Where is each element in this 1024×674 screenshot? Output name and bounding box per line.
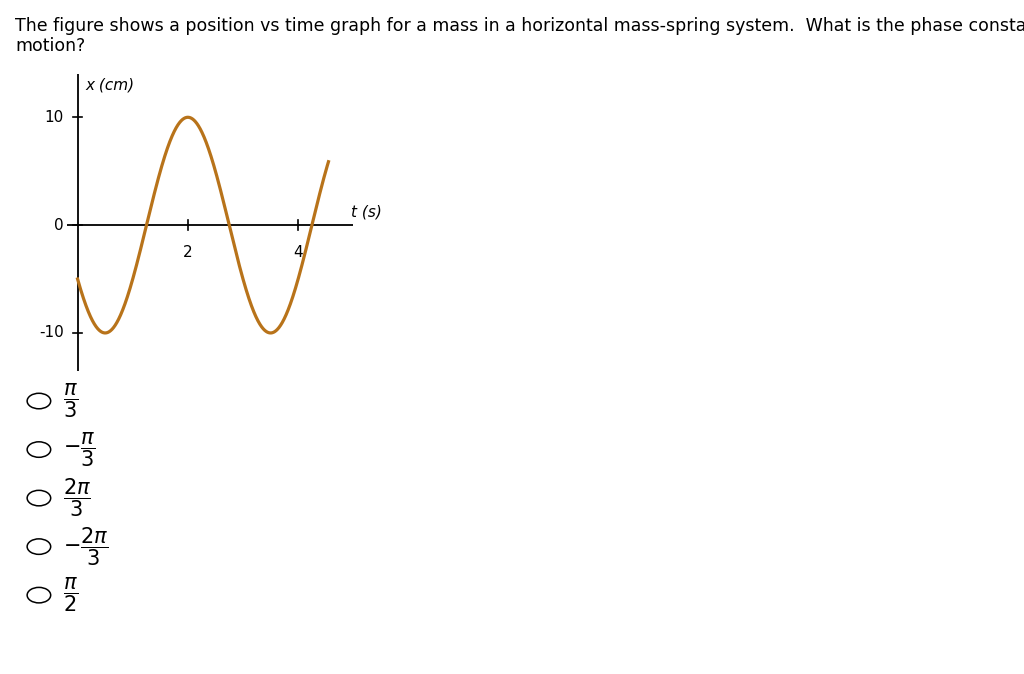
Text: $\dfrac{\pi}{2}$: $\dfrac{\pi}{2}$ bbox=[63, 576, 79, 615]
Text: x (cm): x (cm) bbox=[86, 78, 135, 92]
Text: The figure shows a position vs time graph for a mass in a horizontal mass-spring: The figure shows a position vs time grap… bbox=[15, 17, 1024, 35]
Text: $\dfrac{\pi}{3}$: $\dfrac{\pi}{3}$ bbox=[63, 381, 79, 421]
Text: motion?: motion? bbox=[15, 37, 86, 55]
Text: -10: -10 bbox=[39, 326, 63, 340]
Text: 10: 10 bbox=[45, 110, 63, 125]
Text: 2: 2 bbox=[183, 245, 193, 259]
Text: $-\dfrac{2\pi}{3}$: $-\dfrac{2\pi}{3}$ bbox=[63, 525, 110, 568]
Text: $\dfrac{2\pi}{3}$: $\dfrac{2\pi}{3}$ bbox=[63, 477, 91, 520]
Text: t (s): t (s) bbox=[350, 205, 381, 220]
Text: $-\dfrac{\pi}{3}$: $-\dfrac{\pi}{3}$ bbox=[63, 430, 96, 469]
Text: 4: 4 bbox=[293, 245, 303, 259]
Text: 0: 0 bbox=[54, 218, 63, 233]
